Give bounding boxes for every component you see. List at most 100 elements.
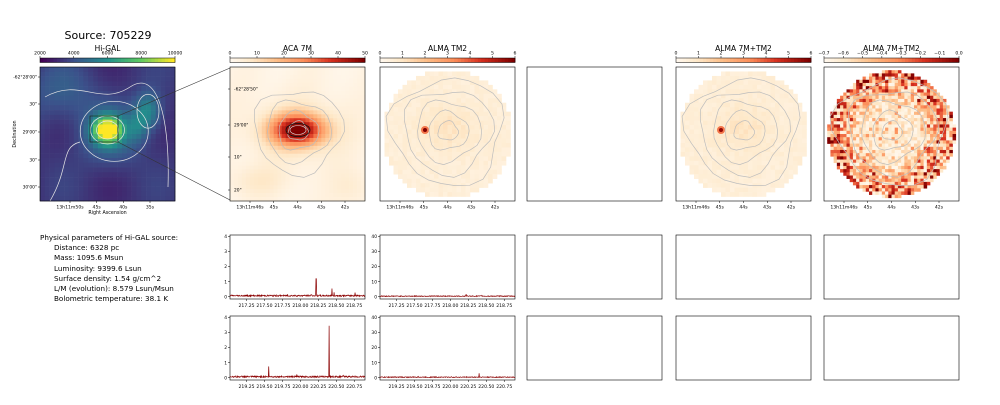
aca7m-pixel — [309, 134, 314, 139]
comb-pixel — [716, 134, 722, 139]
tm2-colorbar-step — [501, 58, 506, 63]
higal-pixel — [49, 181, 55, 187]
comb-pixel — [793, 134, 798, 139]
higal-pixel — [136, 105, 142, 111]
resid-pixel — [897, 118, 902, 122]
spectrum-tm2-window1-y-tick-label: 0 — [374, 294, 377, 300]
resid-pixel — [923, 111, 928, 116]
aca7m-pixel — [233, 90, 239, 95]
aca7m-pixel — [345, 86, 350, 91]
aca7m-pixel — [361, 181, 366, 186]
higal-pixel — [165, 167, 171, 173]
aca7m-pixel — [305, 181, 310, 186]
resid-pixel — [852, 82, 857, 87]
resid-pixel — [881, 153, 886, 157]
comb-pixel — [752, 187, 758, 193]
spectrum-tm2-window1-y-tick-label: 30 — [371, 249, 377, 255]
comb-pixel — [770, 75, 776, 81]
aca7m-pixel — [289, 169, 294, 174]
resid-pixel — [888, 130, 892, 135]
aca7m-pixel — [301, 165, 306, 170]
aca7m-pixel — [249, 145, 255, 151]
aca7m-pixel — [333, 134, 338, 139]
tm2-pixel — [452, 160, 457, 166]
higal-pixel — [150, 119, 157, 125]
aca7m-pixel — [285, 98, 290, 103]
higal-pixel — [49, 143, 55, 149]
higal-pixel — [40, 95, 46, 101]
tm2-colorbar-step — [390, 58, 394, 63]
aca7m-pixel — [337, 122, 342, 127]
aca7m-pixel — [230, 181, 235, 186]
tm2-colorbar-step — [413, 58, 418, 63]
aca7m-pixel — [301, 149, 306, 155]
comb-pixel — [748, 187, 753, 193]
resid-pixel — [885, 146, 889, 151]
aca7m-pixel — [337, 102, 342, 107]
aca7m-pixel — [309, 94, 314, 99]
aca7m-pixel — [285, 161, 290, 166]
resid-pixel — [859, 146, 863, 151]
aca7m-pixel — [305, 70, 310, 76]
higal-pixel — [78, 95, 84, 101]
higal-pixel — [117, 105, 123, 111]
aca7m-pixel — [245, 137, 251, 143]
aca7m-contour — [254, 91, 346, 178]
aca7m-pixel — [301, 197, 306, 202]
higal-pixel — [160, 167, 166, 173]
comb-pixel — [734, 142, 740, 148]
tm2-pixel — [447, 151, 453, 157]
aca7m-pixel — [353, 137, 358, 143]
resid-pixel — [910, 121, 915, 125]
aca7m-pixel — [281, 141, 286, 147]
aca7m-pixel — [313, 157, 318, 162]
higal-pixel — [64, 167, 70, 173]
resid-pixel — [897, 108, 902, 112]
resid-pixel — [881, 137, 886, 141]
resid-colorbar-step — [844, 58, 849, 63]
tm2-pixel — [438, 120, 444, 126]
tm2-colorbar-step — [481, 58, 486, 63]
aca7m-pixel — [317, 114, 322, 119]
aca7m-pixel — [345, 141, 350, 147]
resid-pixel — [875, 162, 879, 167]
higal-pixel — [93, 81, 99, 87]
aca7m-pixel — [349, 185, 354, 190]
resid-pixel — [907, 143, 912, 148]
aca7m-pixel — [293, 94, 298, 99]
tm2-pixel — [461, 151, 466, 157]
resid-pixel — [891, 178, 896, 183]
resid-pixel — [930, 146, 934, 151]
comb-pixel — [757, 80, 762, 86]
aca7m-pixel — [333, 90, 338, 95]
comb-pixel — [752, 165, 758, 171]
tm2-pixel — [398, 156, 403, 162]
higal-pixel — [150, 191, 157, 197]
resid-pixel — [885, 76, 889, 81]
higal-pixel — [54, 134, 60, 140]
aca7m-pixel — [297, 82, 302, 88]
resid-pixel — [852, 127, 857, 132]
aca7m-pixel — [253, 90, 259, 95]
comb-pixel — [770, 134, 776, 139]
tm2-pixel — [452, 156, 457, 162]
resid-pixel — [836, 114, 841, 119]
higal-pixel — [102, 186, 108, 192]
resid-pixel — [872, 149, 876, 154]
higal-pixel — [136, 157, 142, 164]
resid-pixel — [852, 153, 857, 157]
spectrum-tm2-window1-x-tick-label: 217.25 — [388, 303, 404, 309]
aca7m-pixel — [317, 169, 322, 174]
comb-pixel — [743, 187, 749, 193]
resid-pixel — [930, 159, 934, 164]
higal-pixel — [150, 148, 157, 154]
resid-pixel — [840, 114, 844, 119]
tm2-pixel — [456, 129, 462, 135]
higal-pixel — [107, 76, 113, 82]
resid-pixel — [942, 149, 947, 154]
resid-x-tick-label: 42s — [935, 205, 944, 211]
higal-pixel — [49, 81, 55, 87]
comb-pixel — [739, 120, 744, 126]
comb-pixel — [734, 192, 740, 197]
aca7m-pixel — [349, 141, 354, 147]
